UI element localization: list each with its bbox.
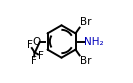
Text: O: O	[32, 37, 40, 46]
Text: F: F	[38, 51, 44, 61]
Text: NH₂: NH₂	[84, 37, 104, 46]
Text: F: F	[27, 40, 33, 50]
Text: F: F	[31, 56, 37, 66]
Text: Br: Br	[80, 17, 92, 27]
Text: Br: Br	[80, 56, 92, 66]
